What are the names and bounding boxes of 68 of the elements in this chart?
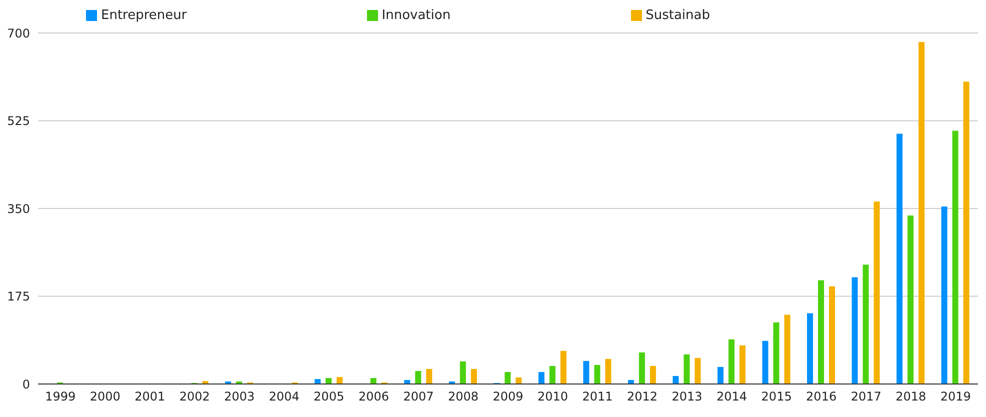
bar xyxy=(538,372,544,384)
bar xyxy=(918,42,925,384)
x-tick-label: 2014 xyxy=(716,390,748,404)
bar xyxy=(426,368,432,384)
x-tick-label: 2005 xyxy=(314,390,344,404)
x-tick-label: 2008 xyxy=(448,390,479,404)
x-tick-label: 2011 xyxy=(582,390,613,404)
bar xyxy=(952,130,958,384)
bar xyxy=(874,201,880,384)
bar xyxy=(594,364,600,384)
bar xyxy=(807,313,814,384)
bar xyxy=(583,360,590,384)
bar xyxy=(504,372,511,384)
bar xyxy=(773,322,780,384)
bar xyxy=(672,376,679,384)
bar xyxy=(370,378,376,384)
bar xyxy=(739,345,746,384)
bar xyxy=(415,370,422,384)
bar xyxy=(784,314,790,384)
bar xyxy=(336,376,343,384)
x-tick-label: 2006 xyxy=(358,390,389,404)
bar xyxy=(516,377,522,384)
y-tick-label: 700 xyxy=(7,26,30,40)
y-tick-label: 525 xyxy=(7,114,30,128)
y-tick-label: 350 xyxy=(7,202,30,216)
legend-label: Innovation xyxy=(382,8,451,23)
x-tick-label: 2002 xyxy=(179,390,210,404)
bar xyxy=(762,340,768,384)
bar xyxy=(326,378,332,384)
bar xyxy=(314,378,321,384)
bar xyxy=(963,82,970,384)
y-tick-label: 175 xyxy=(7,290,30,304)
bar xyxy=(560,350,566,384)
x-tick-label: 2015 xyxy=(761,390,792,404)
bar xyxy=(896,134,903,384)
bar xyxy=(549,366,556,384)
bar xyxy=(470,368,477,384)
x-tick-label: 2016 xyxy=(806,390,837,404)
x-tick-label: 2000 xyxy=(90,390,120,404)
x-tick-label: 2004 xyxy=(268,390,300,404)
y-tick-label: 0 xyxy=(22,377,30,392)
bar xyxy=(684,354,690,384)
x-tick-label: 2007 xyxy=(403,390,434,404)
x-tick-label: 2019 xyxy=(940,390,971,404)
x-tick-label: 2001 xyxy=(134,390,166,404)
bar xyxy=(728,339,734,384)
legend-label: Entrepreneur xyxy=(101,8,187,23)
bar xyxy=(852,277,858,384)
bar xyxy=(638,352,645,384)
x-tick-label: 2003 xyxy=(224,390,255,404)
x-tick-label: 2012 xyxy=(627,390,658,404)
bar xyxy=(650,366,656,384)
bar xyxy=(818,280,824,384)
bar xyxy=(862,264,869,384)
x-tick-label: 2010 xyxy=(537,390,568,404)
x-tick-label: 2017 xyxy=(850,390,882,404)
x-tick-label: 2018 xyxy=(896,390,926,404)
bar xyxy=(941,206,948,384)
legend-label: Sustainab xyxy=(646,8,710,23)
x-tick-label: 2013 xyxy=(672,390,702,404)
bar xyxy=(908,216,914,384)
bar xyxy=(829,286,836,384)
bar xyxy=(694,358,701,384)
bar xyxy=(460,361,466,384)
bar xyxy=(717,366,724,384)
x-tick-label: 2009 xyxy=(492,390,524,404)
bar xyxy=(605,358,612,384)
x-tick-label: 1999 xyxy=(45,390,76,404)
